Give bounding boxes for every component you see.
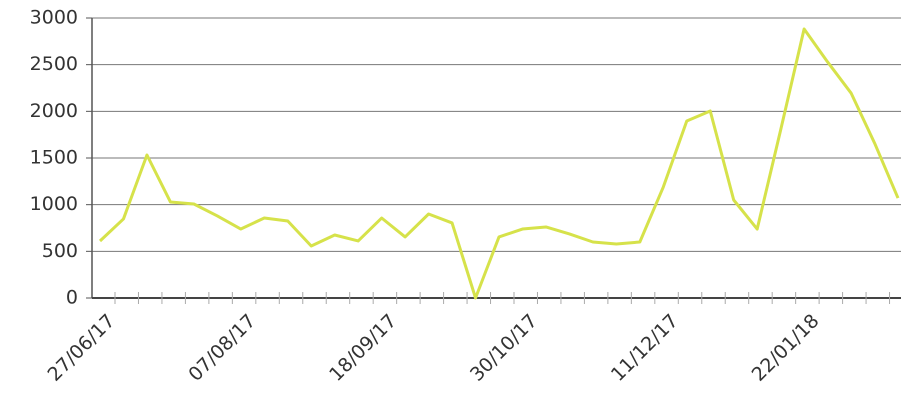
x-tick-label: 11/12/17 bbox=[607, 310, 683, 386]
y-tick-label: 2500 bbox=[30, 53, 78, 75]
x-tick-label: 18/09/17 bbox=[325, 310, 401, 386]
x-tick-label: 30/10/17 bbox=[466, 310, 542, 386]
y-tick-label: 0 bbox=[66, 287, 78, 309]
x-tick-label: 07/08/17 bbox=[184, 310, 260, 386]
y-tick-label: 1500 bbox=[30, 147, 78, 169]
x-tick-label: 27/06/17 bbox=[44, 310, 120, 386]
line-series bbox=[98, 27, 900, 300]
y-tick-label: 2000 bbox=[30, 100, 78, 122]
y-tick-label: 1000 bbox=[30, 193, 78, 215]
y-tick-label: 500 bbox=[42, 240, 78, 262]
x-tick-label: 22/01/18 bbox=[748, 310, 824, 386]
y-tick-label: 3000 bbox=[30, 7, 78, 29]
